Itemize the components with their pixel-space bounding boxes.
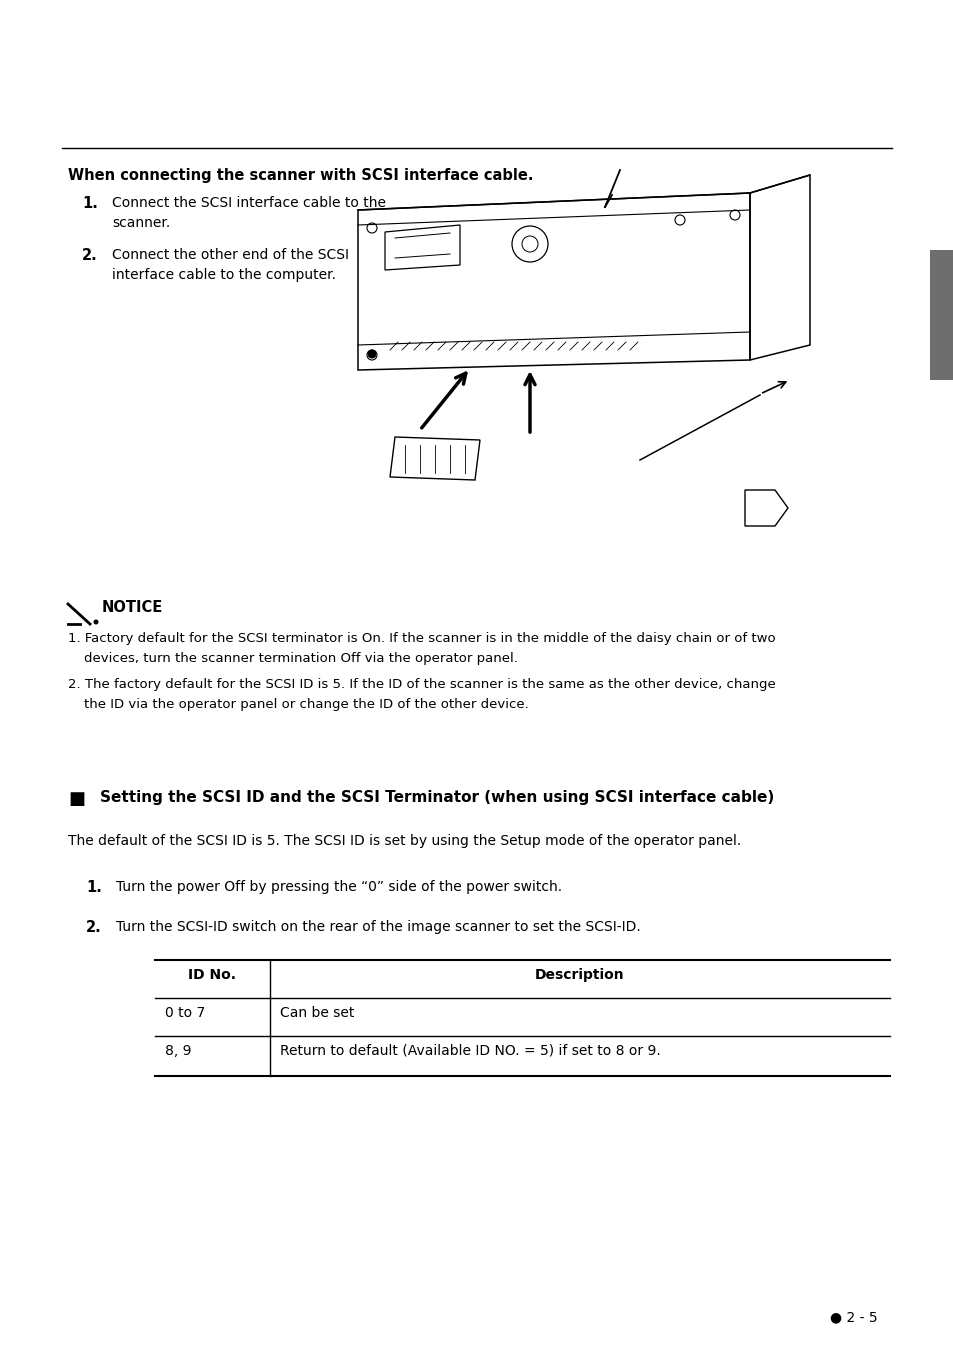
Text: 2.: 2. [82, 249, 97, 263]
Text: Can be set: Can be set [280, 1006, 354, 1020]
Text: 1.: 1. [86, 880, 102, 894]
Text: 2. The factory default for the SCSI ID is 5. If the ID of the scanner is the sam: 2. The factory default for the SCSI ID i… [68, 678, 775, 690]
Text: 2.: 2. [86, 920, 102, 935]
Text: 8, 9: 8, 9 [165, 1044, 192, 1058]
Text: Turn the SCSI-ID switch on the rear of the image scanner to set the SCSI-ID.: Turn the SCSI-ID switch on the rear of t… [116, 920, 640, 934]
Text: The default of the SCSI ID is 5. The SCSI ID is set by using the Setup mode of t: The default of the SCSI ID is 5. The SCS… [68, 834, 740, 848]
Text: the ID via the operator panel or change the ID of the other device.: the ID via the operator panel or change … [84, 698, 528, 711]
Text: 0 to 7: 0 to 7 [165, 1006, 205, 1020]
Text: Turn the power Off by pressing the “0” side of the power switch.: Turn the power Off by pressing the “0” s… [116, 880, 561, 894]
Text: ● 2 - 5: ● 2 - 5 [829, 1310, 877, 1324]
Text: 1. Factory default for the SCSI terminator is On. If the scanner is in the middl: 1. Factory default for the SCSI terminat… [68, 632, 775, 644]
Text: devices, turn the scanner termination Off via the operator panel.: devices, turn the scanner termination Of… [84, 653, 517, 665]
Text: Return to default (Available ID NO. = 5) if set to 8 or 9.: Return to default (Available ID NO. = 5)… [280, 1044, 660, 1058]
Text: Setting the SCSI ID and the SCSI Terminator (when using SCSI interface cable): Setting the SCSI ID and the SCSI Termina… [100, 790, 774, 805]
Text: 1.: 1. [82, 196, 98, 211]
Text: ■: ■ [68, 790, 85, 808]
Text: Connect the other end of the SCSI: Connect the other end of the SCSI [112, 249, 349, 262]
Text: interface cable to the computer.: interface cable to the computer. [112, 267, 335, 282]
Text: Description: Description [535, 969, 624, 982]
Text: scanner.: scanner. [112, 216, 170, 230]
Circle shape [93, 620, 98, 624]
Text: NOTICE: NOTICE [102, 600, 163, 615]
Text: When connecting the scanner with SCSI interface cable.: When connecting the scanner with SCSI in… [68, 168, 533, 182]
Text: ID No.: ID No. [189, 969, 236, 982]
Bar [929, 250, 953, 380]
Circle shape [368, 350, 375, 358]
Text: Connect the SCSI interface cable to the: Connect the SCSI interface cable to the [112, 196, 386, 209]
